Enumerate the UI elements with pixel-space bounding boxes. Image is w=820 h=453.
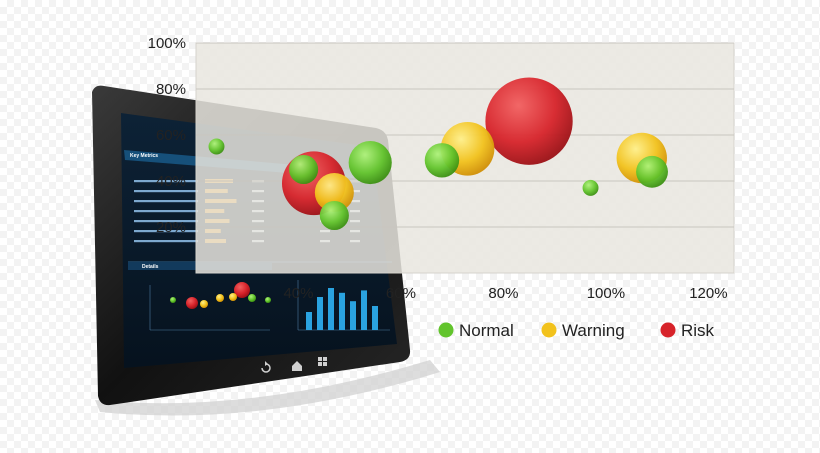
legend-swatch-risk [660, 322, 676, 338]
x-tick-label: 60% [386, 285, 416, 302]
screen-mini-bar [306, 312, 312, 330]
screen-row-label [134, 220, 198, 223]
bubble-normal [636, 155, 668, 188]
screen-details-text: Details [142, 264, 159, 270]
bubble-normal [289, 154, 319, 185]
screen-mini-bar [350, 301, 356, 330]
screen-mini-bar [339, 292, 345, 330]
screen-mini-scatter [149, 282, 271, 331]
screen-mini-bar [361, 290, 367, 330]
home-icon [292, 361, 302, 371]
screen-row-label [134, 230, 198, 233]
x-axis-ticks: 40% 60% 80% 100% 120% [283, 285, 727, 302]
screen-mini-bar [317, 297, 323, 330]
screen-row-label [134, 200, 198, 203]
bubble-normal [319, 200, 349, 231]
y-axis-ticks: 100% 80% 60% 40% 20% [148, 35, 186, 236]
y-tick-label: 40% [156, 173, 186, 190]
bubble-normal [208, 138, 225, 155]
legend-label-normal: Normal [459, 321, 514, 340]
bubble-warning [314, 172, 354, 213]
bubble-normal [348, 141, 392, 185]
screen-header-text: Key Metrics [130, 153, 158, 159]
legend-label-warning: Warning [562, 321, 625, 340]
bubble-normal [582, 179, 599, 196]
y-tick-label: 100% [148, 35, 186, 52]
screen-mini-bar [328, 288, 334, 330]
legend-swatch-normal [438, 322, 454, 338]
screen-row-label [134, 240, 198, 243]
screen-mini-bars [297, 280, 390, 331]
x-tick-label: 40% [283, 285, 313, 302]
y-tick-label: 80% [156, 81, 186, 98]
bubble-layer [208, 77, 668, 231]
tablet-shadow [95, 360, 440, 416]
bubble-risk [485, 77, 573, 165]
legend-swatch-warning [541, 322, 557, 338]
x-tick-label: 100% [587, 285, 625, 302]
screen-row-label [134, 190, 198, 193]
grid-icon [318, 357, 327, 366]
bubble-normal [424, 143, 460, 178]
y-tick-label: 60% [156, 127, 186, 144]
legend: Normal Warning Risk [438, 321, 715, 340]
x-tick-label: 120% [689, 285, 727, 302]
screen-mini-bar [372, 306, 378, 330]
refresh-icon [261, 361, 271, 373]
screen-row-label [134, 210, 198, 213]
legend-label-risk: Risk [681, 321, 715, 340]
x-tick-label: 80% [488, 285, 518, 302]
y-tick-label: 20% [156, 219, 186, 236]
screen-row-label [134, 180, 198, 183]
